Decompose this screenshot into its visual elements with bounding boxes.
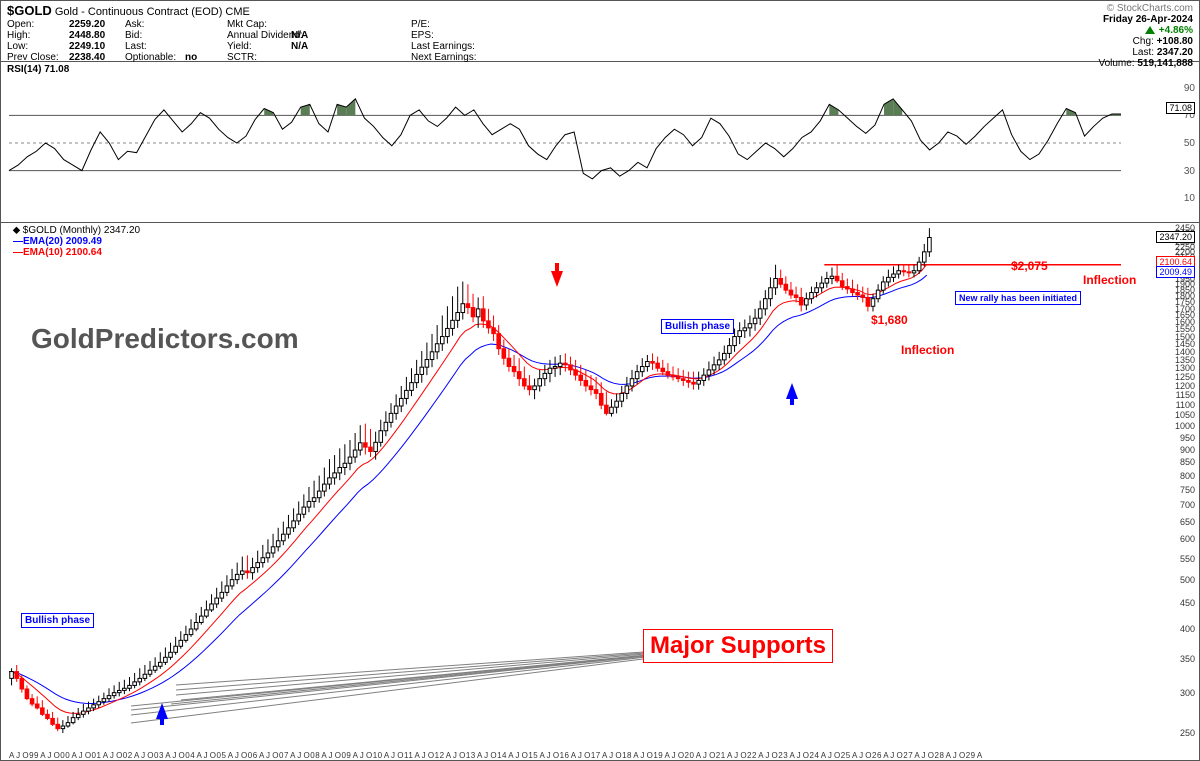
ticker-title: $GOLD Gold - Continuous Contract (EOD) C… xyxy=(7,3,250,18)
annot-1680: $1,680 xyxy=(871,313,908,327)
value-lastp: 2347.20 xyxy=(1157,47,1193,58)
value-le xyxy=(491,41,551,52)
label-chg: Chg: xyxy=(1133,36,1154,47)
value-last xyxy=(185,41,227,52)
ticker: $GOLD xyxy=(7,3,52,18)
value-bid xyxy=(185,30,227,41)
value-high: 2448.80 xyxy=(69,30,125,41)
up-triangle-icon xyxy=(1145,26,1155,34)
label-bid: Bid: xyxy=(125,30,185,41)
arrow-up-1-icon xyxy=(156,703,168,719)
label-yield: Yield: xyxy=(227,41,291,52)
rsi-panel: RSI(14) 71.08 1030507090 71.08 xyxy=(1,62,1199,223)
value-chg: +108.80 xyxy=(1157,36,1193,47)
value-pe xyxy=(491,19,551,30)
label-high: High: xyxy=(7,30,69,41)
annot-rally: New rally has been initiated xyxy=(955,291,1081,305)
value-open: 2259.20 xyxy=(69,19,125,30)
annot-inflection-2: Inflection xyxy=(1083,273,1136,287)
header: $GOLD Gold - Continuous Contract (EOD) C… xyxy=(1,1,1199,62)
ticker-desc: Gold - Continuous Contract (EOD) CME xyxy=(55,6,250,18)
chart-page: $GOLD Gold - Continuous Contract (EOD) C… xyxy=(0,0,1200,761)
label-open: Open: xyxy=(7,19,69,30)
label-adiv: Annual Dividend: xyxy=(227,30,291,41)
rsi-chart xyxy=(1,62,1161,222)
label-low: Low: xyxy=(7,41,69,52)
label-ask: Ask: xyxy=(125,19,185,30)
arrow-down-icon xyxy=(551,271,563,287)
value-yield: N/A xyxy=(291,41,379,52)
pct-change: +4.86% xyxy=(1159,25,1193,36)
arrow-up-2-icon xyxy=(786,383,798,399)
rsi-box: 71.08 xyxy=(1166,102,1195,114)
label-mcap: Mkt Cap: xyxy=(227,19,291,30)
price-panel: ⬥ $GOLD (Monthly) 2347.20 —EMA(20) 2009.… xyxy=(1,223,1199,761)
value-mcap xyxy=(291,19,379,30)
header-right: © StockCharts.com Friday 26-Apr-2024 +4.… xyxy=(1098,3,1193,69)
label-eps: EPS: xyxy=(411,30,491,41)
date: Friday 26-Apr-2024 xyxy=(1098,14,1193,25)
label-lastp: Last: xyxy=(1132,47,1154,58)
price-marker: 2347.20 xyxy=(1156,231,1195,243)
price-marker: 2009.49 xyxy=(1156,266,1195,278)
label-le: Last Earnings: xyxy=(411,41,491,52)
value-ask xyxy=(185,19,227,30)
annot-bullish-1: Bullish phase xyxy=(21,613,94,628)
value-low: 2249.10 xyxy=(69,41,125,52)
annot-major-supports: Major Supports xyxy=(643,629,833,663)
value-eps xyxy=(491,30,551,41)
label-last: Last: xyxy=(125,41,185,52)
source: © StockCharts.com xyxy=(1098,3,1193,14)
annot-2075: $2,075 xyxy=(1011,259,1048,273)
annot-inflection-1: Inflection xyxy=(901,343,954,357)
quote-grid: Open:2259.20 Ask: Mkt Cap: P/E: High:244… xyxy=(7,19,551,63)
annot-bullish-2: Bullish phase xyxy=(661,319,734,334)
label-pe: P/E: xyxy=(411,19,491,30)
value-adiv: N/A xyxy=(291,30,379,41)
x-axis-labels: A J O99 A J O00 A J O01 A J O02 A J O03 … xyxy=(9,751,983,760)
